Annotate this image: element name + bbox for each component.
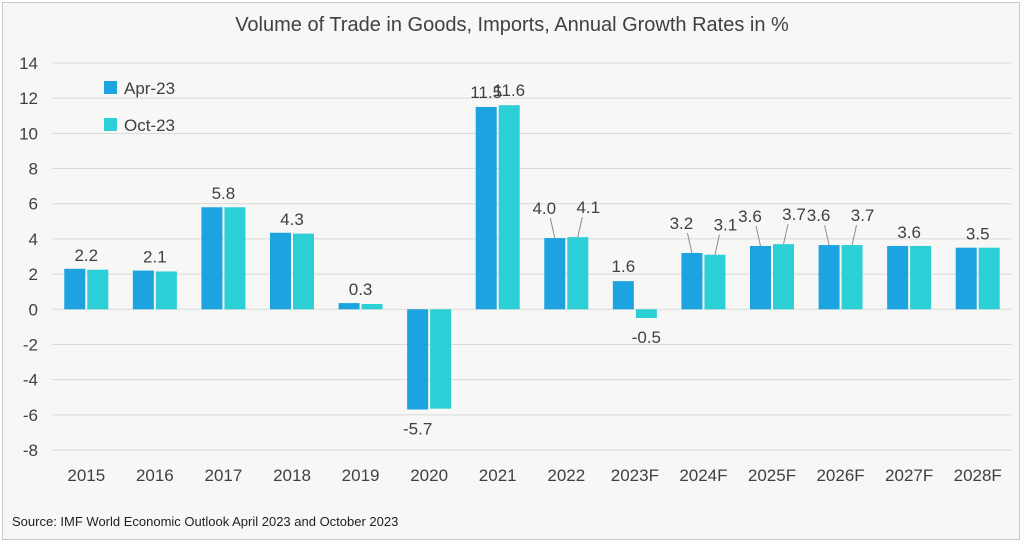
data-label: 3.5 <box>966 225 990 244</box>
y-tick-label: 0 <box>29 300 38 319</box>
legend-swatch-oct-23 <box>104 118 117 131</box>
bar-oct-23 <box>841 245 863 310</box>
x-tick-label: 2015 <box>67 466 105 485</box>
leader-line <box>577 217 583 238</box>
leader-line <box>783 224 789 245</box>
data-label: -5.7 <box>403 420 432 439</box>
bar-oct-23 <box>361 303 383 310</box>
data-label: 3.6 <box>897 223 921 242</box>
bar-apr-23 <box>750 245 771 310</box>
leader-line <box>755 225 761 247</box>
x-tick-label: 2022 <box>547 466 585 485</box>
bar-apr-23 <box>64 268 86 310</box>
data-label: 3.6 <box>738 207 762 226</box>
data-label: 1.6 <box>612 257 636 276</box>
bar-oct-23 <box>704 254 726 310</box>
leader-line <box>549 217 556 239</box>
bar-oct-23 <box>293 233 314 310</box>
bar-oct-23 <box>635 309 657 319</box>
y-tick-label: 8 <box>29 160 38 179</box>
y-tick-label: 6 <box>29 195 38 214</box>
y-tick-label: -2 <box>23 335 38 354</box>
bar-apr-23 <box>544 238 566 310</box>
x-tick-label: 2023F <box>611 466 659 485</box>
bar-apr-23 <box>132 270 154 310</box>
bar-oct-23 <box>773 244 794 310</box>
chart-title: Volume of Trade in Goods, Imports, Annua… <box>235 14 789 36</box>
bar-apr-23 <box>338 303 360 310</box>
source-note: Source: IMF World Economic Outlook April… <box>12 514 399 529</box>
bar-apr-23 <box>681 252 703 310</box>
y-tick-label: 10 <box>19 124 38 143</box>
bar-oct-23 <box>978 247 1000 310</box>
bar-apr-23 <box>407 309 429 410</box>
bar-apr-23 <box>887 245 909 310</box>
data-label: 11.5 <box>470 83 502 102</box>
data-label: 11.6 <box>493 81 525 100</box>
x-tick-label: 2024F <box>679 466 727 485</box>
y-tick-label: 4 <box>29 230 38 249</box>
data-label: 4.1 <box>576 198 600 217</box>
x-tick-label: 2018 <box>273 466 311 485</box>
bar-apr-23 <box>955 247 977 310</box>
data-label: 5.8 <box>212 184 236 203</box>
bar-apr-23 <box>612 281 634 310</box>
bar-apr-23 <box>818 245 840 310</box>
legend-label: Apr-23 <box>124 79 175 98</box>
bar-oct-23 <box>498 105 520 310</box>
bar-oct-23 <box>567 237 589 310</box>
bar-oct-23 <box>910 245 932 310</box>
data-label: 4.0 <box>532 199 556 218</box>
bar-apr-23 <box>475 106 497 310</box>
data-label: -0.5 <box>632 328 661 347</box>
legend-label: Oct-23 <box>124 116 175 135</box>
x-tick-label: 2028F <box>954 466 1002 485</box>
data-label: 2.1 <box>143 248 167 267</box>
data-label: 3.6 <box>807 206 831 225</box>
x-tick-label: 2025F <box>748 466 796 485</box>
x-tick-label: 2016 <box>136 466 174 485</box>
data-label: 3.1 <box>714 216 738 235</box>
bar-oct-23 <box>224 207 246 310</box>
bar-oct-23 <box>155 271 177 310</box>
x-tick-label: 2017 <box>205 466 243 485</box>
data-label: 2.2 <box>74 246 98 265</box>
data-label: 3.7 <box>851 206 875 225</box>
leader-line <box>714 234 720 255</box>
bar-oct-23 <box>87 269 109 310</box>
data-label: 0.3 <box>349 280 373 299</box>
y-tick-label: -8 <box>23 441 38 460</box>
x-tick-label: 2019 <box>342 466 380 485</box>
data-label: 3.2 <box>670 214 694 233</box>
data-label: 3.7 <box>782 205 806 224</box>
y-tick-label: 12 <box>19 89 38 108</box>
data-label: 4.3 <box>280 210 304 229</box>
y-tick-label: -6 <box>23 406 38 425</box>
x-tick-label: 2027F <box>885 466 933 485</box>
legend-swatch-apr-23 <box>104 81 117 94</box>
y-tick-label: 14 <box>19 54 38 73</box>
y-tick-label: 2 <box>29 265 38 284</box>
x-tick-label: 2026F <box>816 466 864 485</box>
leader-line <box>686 232 693 254</box>
bar-apr-23 <box>201 207 223 310</box>
bar-apr-23 <box>270 232 291 310</box>
y-tick-label: -4 <box>23 371 38 390</box>
leader-line <box>851 224 858 246</box>
bar-oct-23 <box>430 309 452 409</box>
x-tick-label: 2021 <box>479 466 517 485</box>
leader-line <box>824 224 830 246</box>
x-tick-label: 2020 <box>410 466 448 485</box>
